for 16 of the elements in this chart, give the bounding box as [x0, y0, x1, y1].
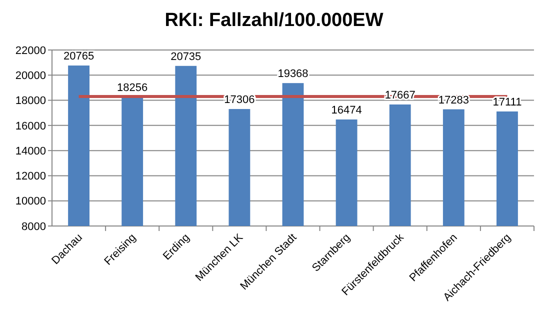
data-label: 17111: [492, 96, 522, 108]
y-tick-label: 22000: [15, 44, 46, 57]
y-tick-label: 16000: [15, 120, 46, 132]
chart-title: RKI: Fallzahl/100.000EW: [164, 10, 384, 31]
y-tick-label: 20000: [15, 70, 46, 82]
data-label: 20735: [170, 50, 202, 63]
y-tick-label: 12000: [15, 170, 46, 183]
y-tick-label: 10000: [15, 196, 46, 208]
data-label: 17283: [438, 94, 469, 106]
data-label: 20765: [63, 50, 94, 63]
data-label: 18256: [117, 82, 148, 94]
y-tick-label: 18000: [15, 95, 46, 108]
data-label: 16474: [331, 104, 362, 116]
data-label: 19368: [278, 68, 308, 80]
y-tick-label: 14000: [15, 145, 46, 158]
y-tick-label: 8000: [22, 220, 46, 233]
